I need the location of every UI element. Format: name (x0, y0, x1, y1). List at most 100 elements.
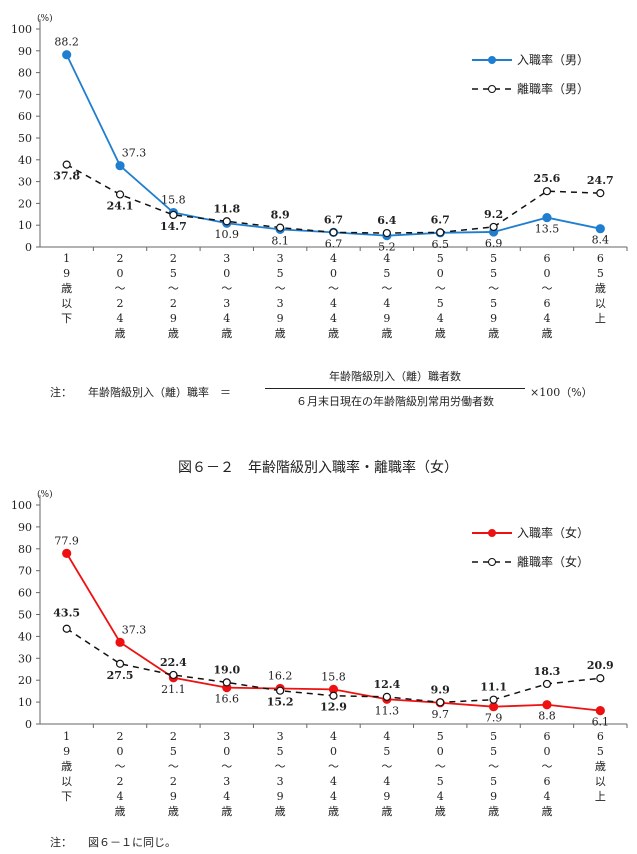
x-tick-label: 4 5 ～ 4 9 歳 (381, 730, 392, 818)
data-point (62, 50, 72, 60)
x-tick-label: 3 0 ～ 3 4 歳 (221, 730, 232, 818)
data-label: 19.0 (213, 663, 240, 676)
y-tick-label: 80 (18, 67, 32, 80)
data-label: 6.7 (431, 213, 450, 226)
data-point (436, 698, 445, 707)
data-label: 27.5 (107, 669, 134, 682)
data-label: 24.1 (107, 199, 134, 212)
x-tick-label: 6 5 歳以上 (595, 730, 606, 803)
data-point (542, 212, 552, 223)
data-point (115, 637, 125, 647)
y-tick-label: 30 (18, 176, 32, 189)
y-tick-label: 80 (18, 543, 32, 556)
y-tick-label: 100 (11, 23, 32, 36)
data-label: 14.7 (160, 220, 187, 233)
data-point (489, 222, 498, 232)
data-point (329, 228, 338, 237)
x-tick-label: 5 0 ～ 5 4 歳 (435, 252, 446, 340)
y-tick-label: 60 (18, 110, 32, 123)
data-point (542, 679, 552, 689)
data-label: 6.7 (325, 237, 343, 250)
x-tick-label: 1 9 歳以下 (61, 730, 72, 803)
y-unit-label: (%) (37, 489, 53, 500)
legend-label: 入職率（男） (517, 52, 589, 67)
data-label: 18.3 (534, 665, 561, 678)
data-label: 13.5 (535, 223, 560, 236)
data-label: 15.8 (321, 670, 346, 683)
x-tick-label: 2 0 ～ 2 4 歳 (115, 252, 126, 340)
y-tick-label: 0 (25, 241, 32, 254)
data-point (595, 224, 605, 234)
data-point (276, 223, 285, 232)
data-point (382, 228, 391, 238)
data-point (542, 187, 552, 196)
data-point (489, 695, 498, 704)
x-tick-label: 2 5 ～ 2 9 歳 (168, 730, 179, 818)
data-point (115, 161, 125, 171)
y-tick-label: 40 (18, 154, 32, 167)
data-label: 6.5 (431, 238, 449, 251)
y-tick-label: 20 (18, 197, 32, 210)
data-label: 20.9 (587, 659, 614, 672)
x-tick-label: 1 9 歳以下 (61, 252, 72, 325)
y-tick-label: 40 (18, 630, 32, 643)
x-tick-label: 3 5 ～ 3 9 歳 (275, 252, 286, 340)
y-tick-label: 90 (18, 521, 32, 534)
y-tick-label: 70 (18, 565, 32, 578)
data-label: 15.2 (267, 696, 294, 709)
y-tick-label: 30 (18, 652, 32, 665)
legend-marker (488, 85, 496, 93)
data-point (329, 691, 338, 700)
data-point (542, 700, 552, 710)
formula-numerator: 年齢階級別入（離）職者数 (265, 368, 525, 389)
data-label: 16.6 (215, 693, 240, 706)
y-tick-label: 50 (18, 609, 32, 622)
data-label: 8.9 (271, 209, 290, 222)
note1-lhs: 年齢階級別入（離）職率 ＝ (88, 386, 231, 399)
data-point (115, 659, 125, 668)
data-label: 6.1 (592, 716, 610, 729)
x-tick-label: 3 0 ～ 3 4 歳 (221, 252, 232, 340)
data-label: 25.6 (534, 172, 561, 185)
y-tick-label: 20 (18, 674, 32, 687)
legend-label: 離職率（女） (517, 554, 589, 569)
data-label: 8.4 (592, 234, 610, 247)
data-label: 37.3 (122, 147, 147, 160)
legend-marker (488, 558, 496, 566)
data-point (62, 160, 71, 169)
data-label: 8.8 (538, 710, 556, 723)
data-label: 15.8 (161, 194, 186, 207)
note2-text: 図６－１に同じ。 (88, 836, 176, 849)
data-label: 10.9 (215, 228, 240, 241)
x-tick-label: 2 0 ～ 2 4 歳 (115, 730, 126, 818)
data-label: 11.1 (480, 681, 507, 694)
data-point (488, 702, 499, 712)
data-point (596, 674, 605, 683)
data-label: 9.7 (431, 708, 449, 721)
y-tick-label: 90 (18, 45, 32, 58)
x-tick-label: 5 5 ～ 5 9 歳 (488, 730, 499, 818)
data-point (169, 670, 178, 680)
x-tick-label: 6 0 ～ 6 4 歳 (541, 730, 552, 818)
x-tick-label: 2 5 ～ 2 9 歳 (168, 252, 179, 340)
data-label: 12.9 (320, 701, 347, 714)
data-label: 11.3 (375, 704, 400, 717)
data-label: 6.7 (324, 213, 343, 226)
y-tick-label: 100 (11, 499, 32, 512)
data-point (62, 548, 72, 558)
note1-tail: ×100（%） (530, 386, 593, 399)
x-tick-label: 4 0 ～ 4 4 歳 (328, 252, 339, 340)
data-label: 6.9 (485, 237, 503, 250)
y-tick-label: 60 (18, 587, 32, 600)
x-tick-label: 5 0 ～ 5 4 歳 (435, 730, 446, 818)
data-point (436, 228, 445, 237)
data-point (62, 624, 71, 633)
formula-fraction: 年齢階級別入（離）職者数 ６月末日現在の年齢階級別常用労働者数 (265, 368, 525, 409)
data-label: 24.7 (587, 174, 614, 187)
legend-label: 入職率（女） (517, 525, 589, 540)
legend-marker (488, 529, 496, 537)
x-tick-label: 5 5 ～ 5 9 歳 (488, 252, 499, 340)
x-tick-label: 4 0 ～ 4 4 歳 (328, 730, 339, 818)
